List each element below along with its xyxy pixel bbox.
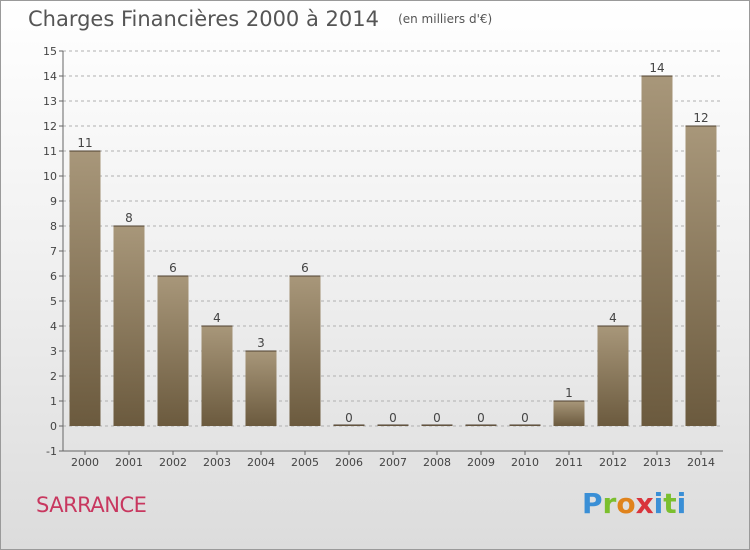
bar — [289, 276, 321, 426]
bar — [597, 326, 629, 426]
bar — [553, 401, 585, 426]
x-tick-label: 2009 — [467, 456, 495, 469]
bar — [641, 76, 673, 426]
x-tick-label: 2000 — [71, 456, 99, 469]
bar-value-label: 8 — [125, 211, 133, 225]
x-tick-label: 2002 — [159, 456, 187, 469]
chart-subtitle: (en milliers d'€) — [398, 12, 493, 26]
y-tick-label: 8 — [50, 220, 57, 233]
brand-letter: t — [663, 487, 677, 520]
x-tick-label: 2011 — [555, 456, 583, 469]
x-tick-label: 2001 — [115, 456, 143, 469]
brand-letter: x — [635, 487, 654, 520]
bar-value-label: 6 — [169, 261, 177, 275]
x-tick-label: 2007 — [379, 456, 407, 469]
x-tick-label: 2008 — [423, 456, 451, 469]
bar — [685, 126, 717, 426]
x-tick-label: 2005 — [291, 456, 319, 469]
bar-value-label: 12 — [693, 111, 708, 125]
y-tick-label: 14 — [43, 70, 57, 83]
bar — [201, 326, 233, 426]
labels: -101234567891011121314151120008200162002… — [43, 45, 715, 469]
axes — [59, 50, 723, 455]
y-tick-label: 9 — [50, 195, 57, 208]
y-tick-label: 15 — [43, 45, 57, 58]
bar-value-label: 0 — [389, 411, 397, 425]
bar-value-label: 0 — [477, 411, 485, 425]
y-tick-label: 2 — [50, 370, 57, 383]
y-tick-label: 11 — [43, 145, 57, 158]
x-tick-label: 2003 — [203, 456, 231, 469]
bar — [69, 151, 101, 426]
bars — [69, 75, 717, 426]
brand-letter: P — [582, 487, 603, 520]
bar-value-label: 0 — [521, 411, 529, 425]
x-tick-label: 2014 — [687, 456, 715, 469]
x-tick-label: 2010 — [511, 456, 539, 469]
brand-logo: Proxiti — [582, 487, 686, 520]
y-tick-label: 1 — [50, 395, 57, 408]
bar — [157, 276, 189, 426]
bar-value-label: 4 — [213, 311, 221, 325]
y-tick-label: 13 — [43, 95, 57, 108]
brand-letter: i — [676, 487, 687, 520]
y-tick-label: 3 — [50, 345, 57, 358]
commune-name: SARRANCE — [36, 493, 147, 517]
brand-letter: o — [616, 487, 636, 520]
bar — [245, 351, 277, 426]
brand-letter: i — [653, 487, 664, 520]
bar-value-label: 4 — [609, 311, 617, 325]
y-tick-label: 7 — [50, 245, 57, 258]
bar-value-label: 3 — [257, 336, 265, 350]
bar-value-label: 11 — [77, 136, 92, 150]
y-tick-label: 4 — [50, 320, 57, 333]
y-tick-label: 12 — [43, 120, 57, 133]
bar-value-label: 1 — [565, 386, 573, 400]
brand-letter: r — [602, 487, 617, 520]
chart-title: Charges Financières 2000 à 2014 — [28, 7, 379, 31]
x-tick-label: 2012 — [599, 456, 627, 469]
bar-value-label: 6 — [301, 261, 309, 275]
y-tick-label: -1 — [46, 445, 57, 458]
bar-value-label: 14 — [649, 61, 664, 75]
title-row: Charges Financières 2000 à 2014 (en mill… — [28, 7, 492, 31]
y-tick-label: 10 — [43, 170, 57, 183]
bar — [113, 226, 145, 426]
y-tick-label: 5 — [50, 295, 57, 308]
x-tick-label: 2013 — [643, 456, 671, 469]
y-tick-label: 0 — [50, 420, 57, 433]
bar-value-label: 0 — [433, 411, 441, 425]
y-tick-label: 6 — [50, 270, 57, 283]
x-tick-label: 2006 — [335, 456, 363, 469]
bar-value-label: 0 — [345, 411, 353, 425]
x-tick-label: 2004 — [247, 456, 275, 469]
